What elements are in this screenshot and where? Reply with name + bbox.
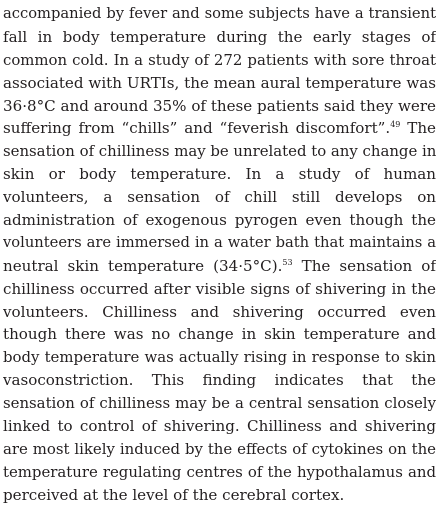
document-page: accompanied by fever and some subjects h… [0,0,439,489]
text-line: temperature regulating centres of the hy… [3,461,436,484]
text-line: 36·8°C and around 35% of these patients … [3,95,436,118]
text-line: fall in body temperature during the earl… [3,26,436,49]
text-line: neutral skin temperature (34·5°C).53 The… [3,255,436,278]
text-line: administration of exogenous pyrogen even… [3,209,436,232]
text-line: are most likely induced by the effects o… [3,438,436,461]
text-line: associated with URTIs, the mean aural te… [3,72,436,95]
text-line: volunteers, a sensation of chill still d… [3,186,436,209]
text-line: body temperature was actually rising in … [3,346,436,369]
text-line: though there was no change in skin tempe… [3,323,436,346]
text-line: sensation of chilliness may be unrelated… [3,140,436,163]
text-line: suffering from “chills” and “feverish di… [3,117,436,140]
text-line: chilliness occurred after visible signs … [3,278,436,301]
line-text: suffering from “chills” and “feverish di… [3,119,390,137]
line-text: The sensation of [293,257,436,275]
text-line: common cold. In a study of 272 patients … [3,49,436,72]
text-line: accompanied by fever and some subjects h… [3,3,436,26]
text-line: volunteers are immersed in a water bath … [3,232,436,255]
citation-ref: 53 [282,258,292,267]
text-line: perceived at the level of the cerebral c… [3,484,436,507]
citation-ref: 49 [390,120,400,129]
line-text: The [400,119,436,137]
text-line: sensation of chilliness may be a central… [3,392,436,415]
line-text: neutral skin temperature (34·5°C). [3,257,282,275]
text-line: linked to control of shivering. Chilline… [3,415,436,438]
text-line: skin or body temperature. In a study of … [3,163,436,186]
text-line: volunteers. Chilliness and shivering occ… [3,301,436,324]
body-paragraph: accompanied by fever and some subjects h… [3,3,436,507]
text-line: vasoconstriction. This finding indicates… [3,369,436,392]
